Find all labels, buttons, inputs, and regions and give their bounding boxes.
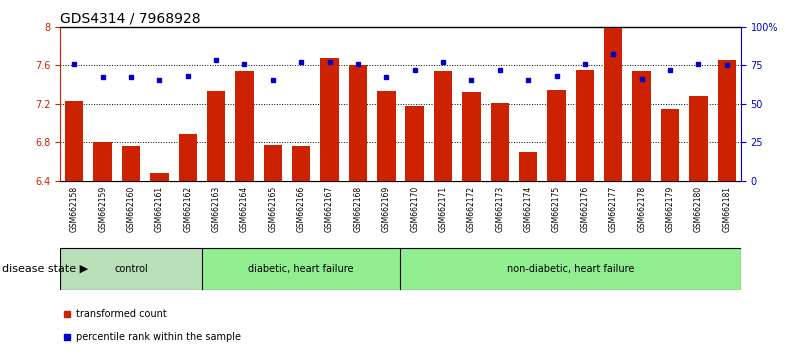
Text: non-diabetic, heart failure: non-diabetic, heart failure (507, 264, 634, 274)
FancyBboxPatch shape (202, 248, 400, 290)
Text: GSM662172: GSM662172 (467, 186, 476, 232)
Bar (633, 71, 651, 181)
Text: GSM662181: GSM662181 (723, 186, 731, 232)
Text: GSM662173: GSM662173 (495, 186, 505, 232)
Bar (320, 58, 339, 181)
Bar (65, 101, 83, 181)
Text: GSM662170: GSM662170 (410, 186, 419, 232)
Text: GSM662165: GSM662165 (268, 186, 277, 232)
Bar (348, 65, 367, 181)
Text: percentile rank within the sample: percentile rank within the sample (76, 332, 241, 342)
Text: GSM662177: GSM662177 (609, 186, 618, 232)
Bar (434, 71, 453, 181)
Text: GSM662167: GSM662167 (325, 186, 334, 232)
FancyBboxPatch shape (60, 248, 202, 290)
Bar (207, 91, 225, 181)
Text: GSM662163: GSM662163 (211, 186, 220, 232)
Text: GSM662159: GSM662159 (99, 186, 107, 232)
Text: GSM662168: GSM662168 (353, 186, 362, 232)
Text: transformed count: transformed count (76, 309, 167, 319)
Text: GSM662179: GSM662179 (666, 186, 674, 232)
FancyBboxPatch shape (400, 248, 741, 290)
Bar (405, 107, 424, 181)
Bar (604, 28, 622, 181)
Bar (264, 145, 282, 181)
Bar (235, 71, 254, 181)
Bar (377, 91, 396, 181)
Bar (462, 92, 481, 181)
Text: diabetic, heart failure: diabetic, heart failure (248, 264, 354, 274)
Text: GSM662180: GSM662180 (694, 186, 702, 232)
Bar (292, 146, 311, 181)
Bar (661, 109, 679, 181)
Text: GSM662158: GSM662158 (70, 186, 78, 232)
Text: disease state ▶: disease state ▶ (2, 264, 88, 274)
Text: GSM662169: GSM662169 (382, 186, 391, 232)
Text: GSM662161: GSM662161 (155, 186, 164, 232)
Bar (547, 90, 566, 181)
Text: GSM662166: GSM662166 (296, 186, 306, 232)
Text: GSM662175: GSM662175 (552, 186, 561, 232)
Bar (94, 142, 112, 181)
Bar (490, 103, 509, 181)
Text: GSM662162: GSM662162 (183, 186, 192, 232)
Bar (122, 146, 140, 181)
Text: GSM662178: GSM662178 (637, 186, 646, 232)
Bar (179, 135, 197, 181)
Bar (150, 173, 168, 181)
Text: GSM662171: GSM662171 (439, 186, 448, 232)
Text: GSM662176: GSM662176 (581, 186, 590, 232)
Text: GSM662174: GSM662174 (524, 186, 533, 232)
Bar (519, 152, 537, 181)
Text: GSM662160: GSM662160 (127, 186, 135, 232)
Bar (576, 70, 594, 181)
Text: control: control (114, 264, 148, 274)
Text: GDS4314 / 7968928: GDS4314 / 7968928 (60, 11, 201, 25)
Bar (689, 96, 707, 181)
Bar (718, 60, 736, 181)
Text: GSM662164: GSM662164 (240, 186, 249, 232)
